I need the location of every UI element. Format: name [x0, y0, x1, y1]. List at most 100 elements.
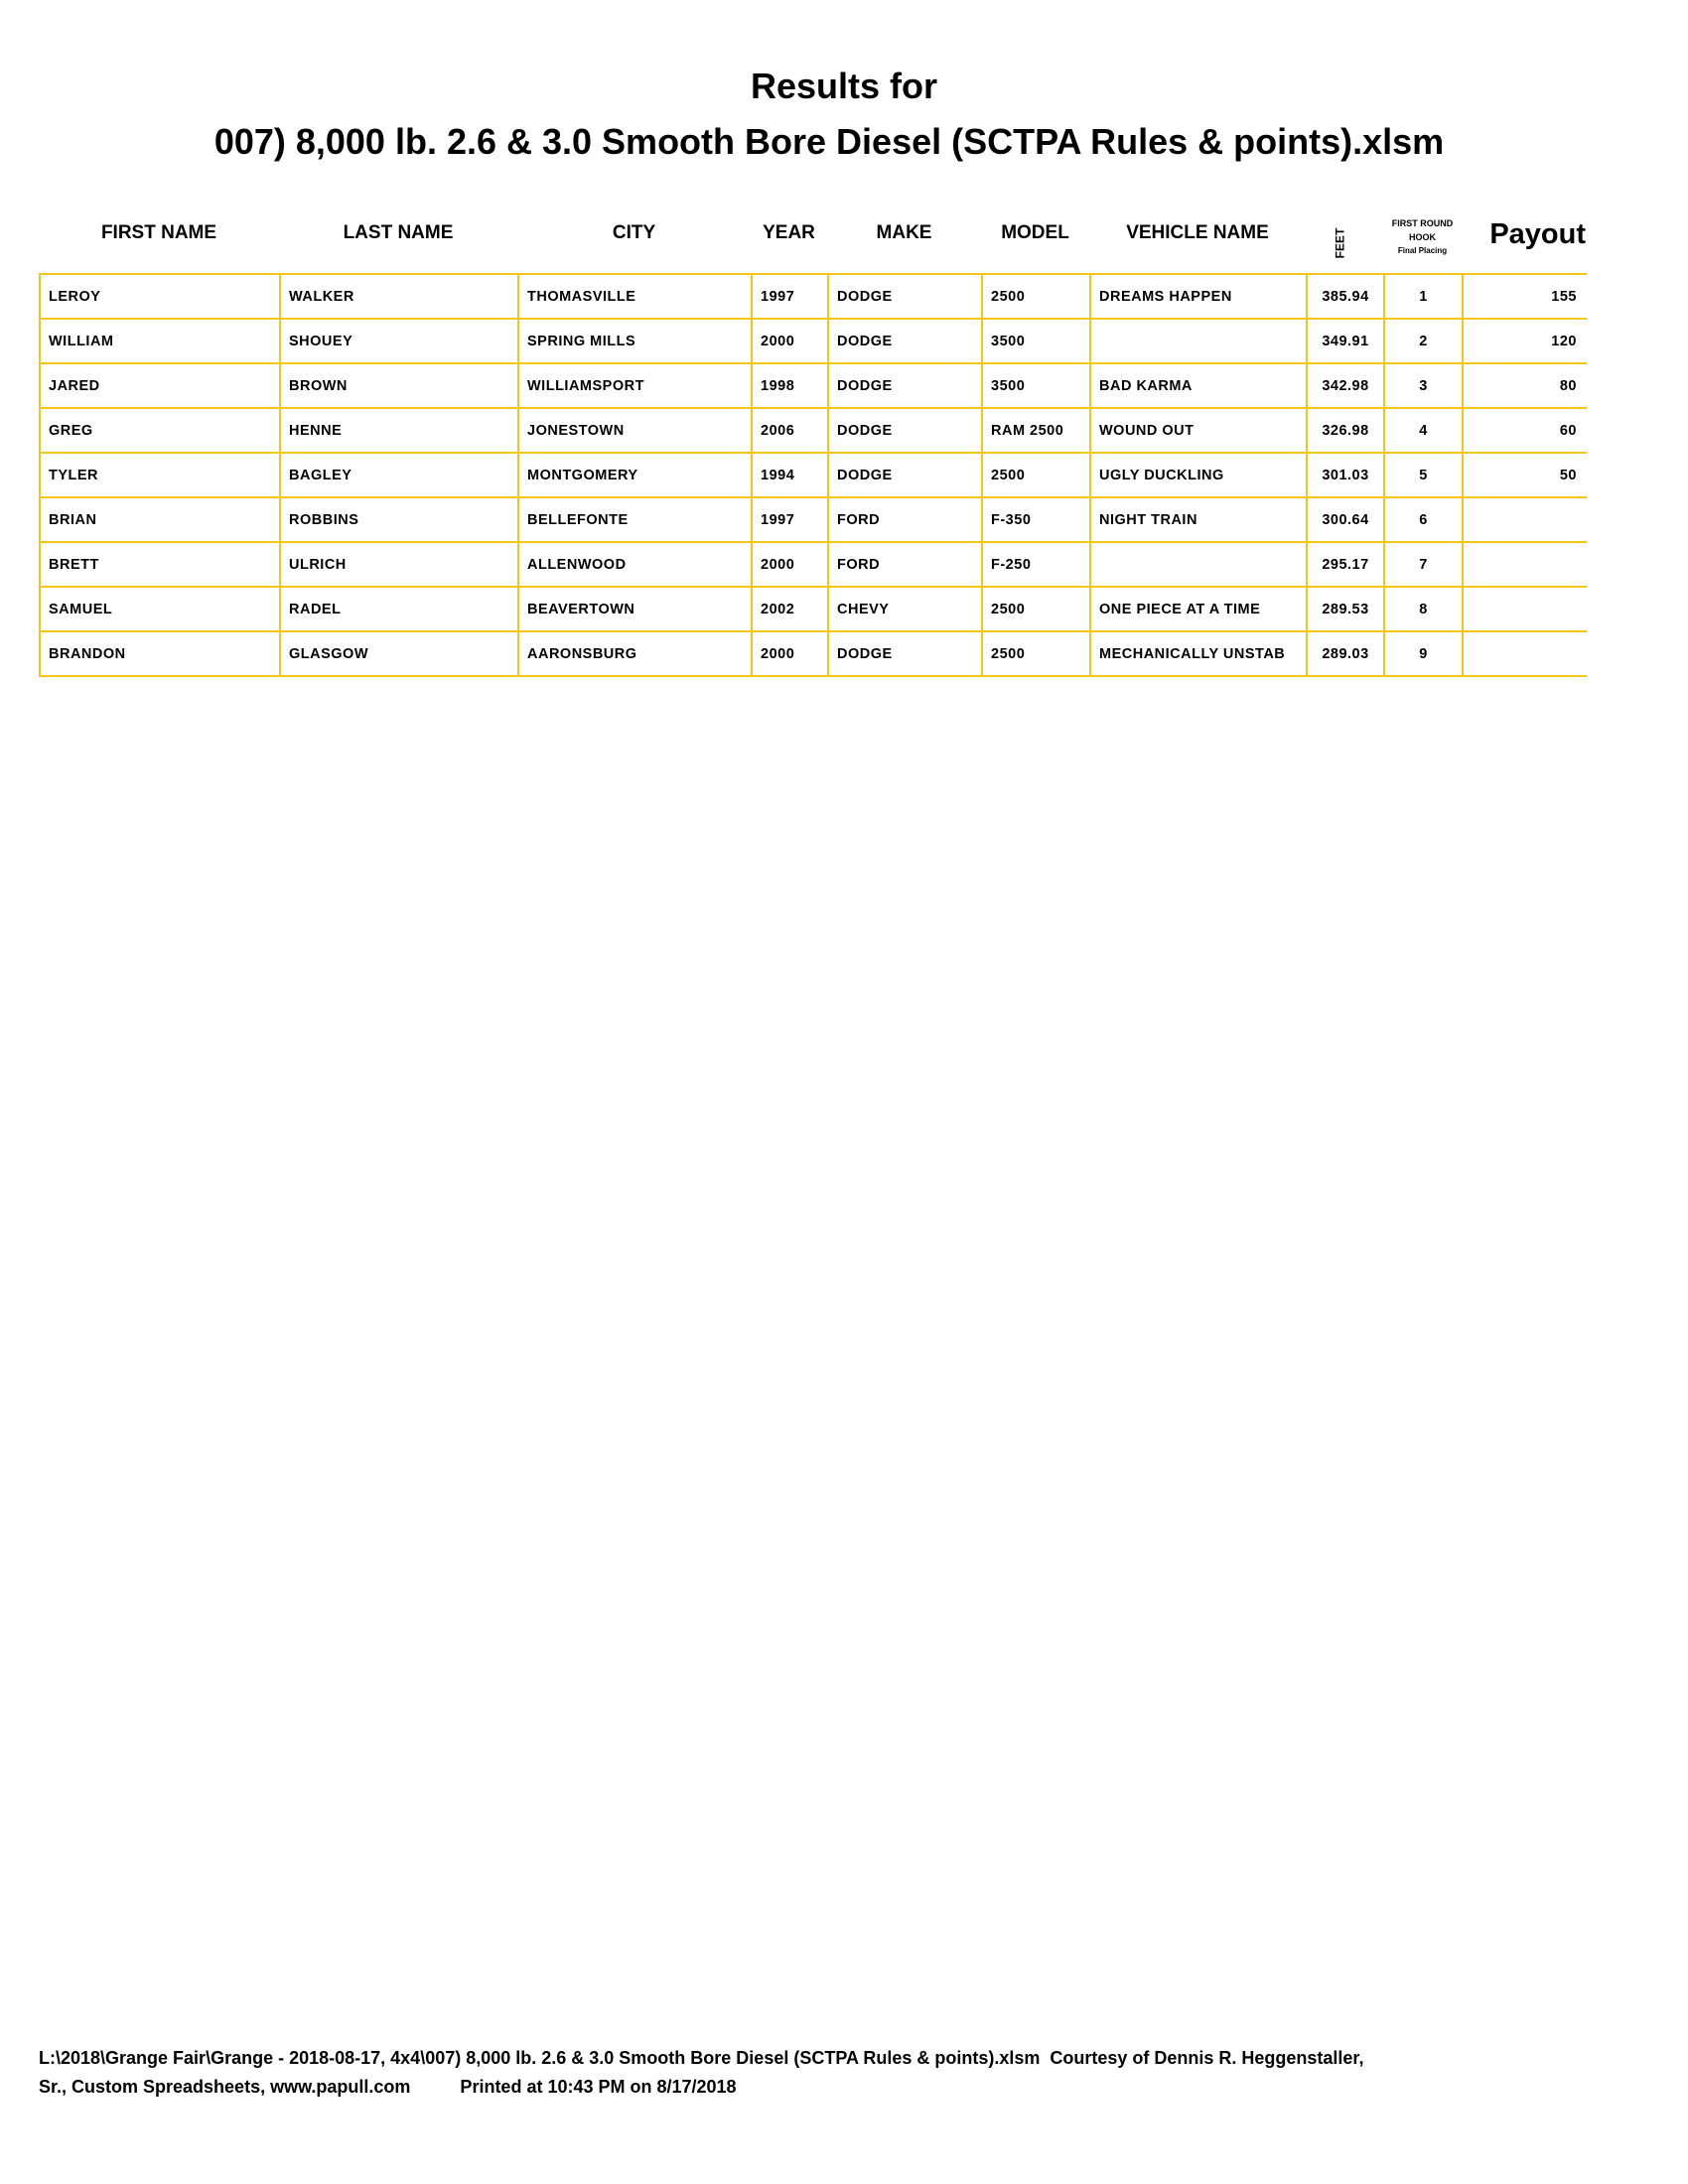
- cell-model: 3500: [981, 318, 1091, 364]
- cell-last-name: RADEL: [279, 586, 519, 632]
- header-last-name: LAST NAME: [343, 222, 454, 243]
- cell-make: DODGE: [827, 630, 983, 677]
- cell-city: MONTGOMERY: [517, 452, 753, 498]
- cell-make: DODGE: [827, 318, 983, 364]
- table-row: JARED BROWN WILLIAMSPORT 1998 DODGE 3500 BAD K…: [39, 362, 1587, 409]
- footer-line-2: Sr., Custom Spreadsheets, www.papull.com…: [39, 2077, 737, 2097]
- cell-last-name: ROBBINS: [279, 496, 519, 543]
- cell-year: 2000: [751, 541, 829, 588]
- header-make: MAKE: [876, 222, 932, 243]
- cell-year: 1997: [751, 496, 829, 543]
- cell-payout: 80: [1462, 362, 1587, 409]
- cell-placing: 7: [1383, 541, 1464, 588]
- header-year: YEAR: [763, 222, 815, 243]
- cell-model: 2500: [981, 630, 1091, 677]
- header-vehicle-name: VEHICLE NAME: [1126, 222, 1269, 243]
- cell-placing: 9: [1383, 630, 1464, 677]
- header-hook: FIRST ROUND HOOK Final Placing: [1383, 216, 1462, 258]
- cell-first-name: BRETT: [39, 541, 281, 588]
- cell-city: SPRING MILLS: [517, 318, 753, 364]
- cell-first-name: WILLIAM: [39, 318, 281, 364]
- cell-make: FORD: [827, 496, 983, 543]
- cell-last-name: WALKER: [279, 273, 519, 320]
- cell-last-name: GLASGOW: [279, 630, 519, 677]
- cell-feet: 349.91: [1306, 318, 1385, 364]
- cell-first-name: SAMUEL: [39, 586, 281, 632]
- table-row: BRETT ULRICH ALLENWOOD 2000 FORD F-250 295.17 7: [39, 541, 1587, 588]
- cell-placing: 8: [1383, 586, 1464, 632]
- cell-first-name: JARED: [39, 362, 281, 409]
- cell-vehicle-name: ONE PIECE AT A TIME: [1089, 586, 1308, 632]
- table-row: GREG HENNE JONESTOWN 2006 DODGE RAM 2500 WOUND…: [39, 407, 1587, 454]
- cell-feet: 301.03: [1306, 452, 1385, 498]
- cell-first-name: BRANDON: [39, 630, 281, 677]
- cell-placing: 3: [1383, 362, 1464, 409]
- cell-payout: 120: [1462, 318, 1587, 364]
- cell-first-name: TYLER: [39, 452, 281, 498]
- cell-make: FORD: [827, 541, 983, 588]
- cell-city: JONESTOWN: [517, 407, 753, 454]
- cell-year: 1998: [751, 362, 829, 409]
- header-hook-line1: FIRST ROUND: [1391, 218, 1454, 228]
- header-hook-line2: HOOK: [1409, 232, 1436, 242]
- cell-payout: [1462, 496, 1587, 543]
- cell-last-name: BROWN: [279, 362, 519, 409]
- cell-model: F-350: [981, 496, 1091, 543]
- cell-model: RAM 2500: [981, 407, 1091, 454]
- cell-model: 2500: [981, 273, 1091, 320]
- cell-payout: 50: [1462, 452, 1587, 498]
- table-row: BRANDON GLASGOW AARONSBURG 2000 DODGE 2500 MEC…: [39, 630, 1587, 677]
- cell-payout: 155: [1462, 273, 1587, 320]
- cell-vehicle-name: WOUND OUT: [1089, 407, 1308, 454]
- cell-first-name: GREG: [39, 407, 281, 454]
- cell-city: BELLEFONTE: [517, 496, 753, 543]
- cell-make: DODGE: [827, 452, 983, 498]
- cell-year: 2000: [751, 318, 829, 364]
- cell-feet: 300.64: [1306, 496, 1385, 543]
- title-line-2: 007) 8,000 lb. 2.6 & 3.0 Smooth Bore Die…: [213, 121, 1445, 162]
- cell-city: ALLENWOOD: [517, 541, 753, 588]
- cell-year: 2000: [751, 630, 829, 677]
- cell-payout: [1462, 586, 1587, 632]
- header-payout: Payout: [1489, 218, 1586, 250]
- cell-model: 3500: [981, 362, 1091, 409]
- table-row: BRIAN ROBBINS BELLEFONTE 1997 FORD F-350 NIGHT…: [39, 496, 1587, 543]
- cell-vehicle-name: [1089, 541, 1308, 588]
- footer-line-1: L:\2018\Grange Fair\Grange - 2018-08-17,…: [39, 2048, 1364, 2068]
- cell-vehicle-name: [1089, 318, 1308, 364]
- cell-feet: 289.53: [1306, 586, 1385, 632]
- cell-city: THOMASVILLE: [517, 273, 753, 320]
- cell-placing: 1: [1383, 273, 1464, 320]
- cell-first-name: BRIAN: [39, 496, 281, 543]
- cell-vehicle-name: MECHANICALLY UNSTAB: [1089, 630, 1308, 677]
- cell-feet: 385.94: [1306, 273, 1385, 320]
- cell-year: 2006: [751, 407, 829, 454]
- header-first-name: FIRST NAME: [100, 222, 217, 243]
- results-table: LEROY WALKER THOMASVILLE 1997 DODGE 2500 DREAM…: [39, 273, 1587, 677]
- cell-feet: 295.17: [1306, 541, 1385, 588]
- cell-feet: 326.98: [1306, 407, 1385, 454]
- cell-payout: [1462, 630, 1587, 677]
- cell-placing: 6: [1383, 496, 1464, 543]
- cell-city: AARONSBURG: [517, 630, 753, 677]
- cell-make: DODGE: [827, 407, 983, 454]
- cell-placing: 2: [1383, 318, 1464, 364]
- cell-make: CHEVY: [827, 586, 983, 632]
- cell-payout: [1462, 541, 1587, 588]
- cell-model: 2500: [981, 586, 1091, 632]
- cell-vehicle-name: NIGHT TRAIN: [1089, 496, 1308, 543]
- cell-year: 1997: [751, 273, 829, 320]
- cell-year: 2002: [751, 586, 829, 632]
- cell-city: BEAVERTOWN: [517, 586, 753, 632]
- cell-first-name: LEROY: [39, 273, 281, 320]
- header-model: MODEL: [1001, 222, 1069, 243]
- cell-feet: 289.03: [1306, 630, 1385, 677]
- header-hook-line3: Final Placing: [1397, 246, 1448, 255]
- cell-feet: 342.98: [1306, 362, 1385, 409]
- table-row: LEROY WALKER THOMASVILLE 1997 DODGE 2500 DREAM…: [39, 273, 1587, 320]
- cell-last-name: HENNE: [279, 407, 519, 454]
- cell-vehicle-name: UGLY DUCKLING: [1089, 452, 1308, 498]
- cell-make: DODGE: [827, 273, 983, 320]
- cell-payout: 60: [1462, 407, 1587, 454]
- cell-city: WILLIAMSPORT: [517, 362, 753, 409]
